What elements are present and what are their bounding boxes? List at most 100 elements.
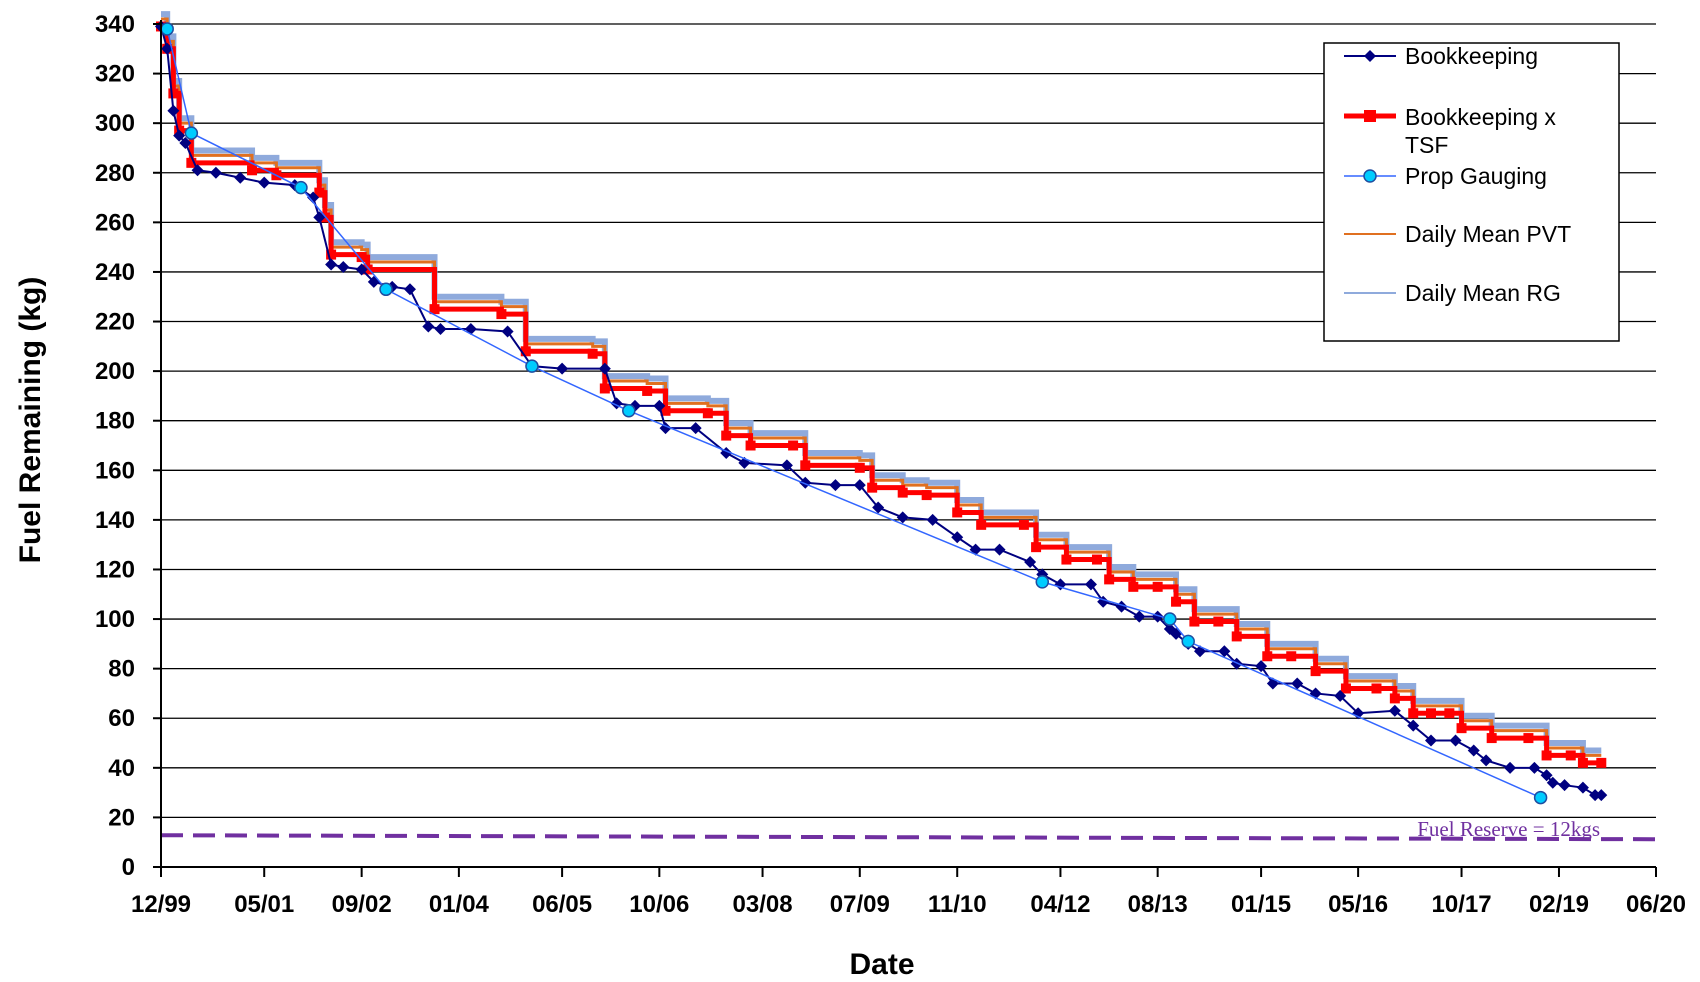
y-tick-label: 220 — [95, 309, 135, 336]
data-point-bookkeeping-tsf — [314, 187, 325, 198]
data-point-bookkeeping-tsf — [1286, 651, 1297, 662]
data-point-bookkeeping-tsf — [1128, 581, 1139, 592]
data-point-bookkeeping-tsf — [702, 408, 713, 419]
data-point-bookkeeping-tsf — [356, 252, 367, 263]
data-point-bookkeeping-tsf — [1031, 542, 1042, 553]
x-tick-label: 01/15 — [1231, 891, 1291, 918]
y-tick-label: 260 — [95, 209, 135, 236]
data-point-bookkeeping-tsf — [745, 440, 756, 451]
data-point-bookkeeping — [1504, 761, 1517, 774]
data-point-bookkeeping — [1540, 769, 1553, 782]
data-point-bookkeeping-tsf — [1231, 631, 1242, 642]
y-tick-label: 0 — [122, 854, 135, 881]
data-point-bookkeeping — [1218, 645, 1231, 658]
data-point-bookkeeping — [853, 479, 866, 492]
legend-label-bookkeeping-tsf-line2: TSF — [1405, 132, 1448, 158]
data-point-prop-gauging — [1181, 634, 1195, 649]
data-point-bookkeeping — [556, 362, 569, 375]
y-tick-label: 340 — [95, 11, 135, 38]
data-point-bookkeeping — [872, 501, 885, 514]
y-tick-label: 180 — [95, 408, 135, 435]
x-tick-label: 01/04 — [429, 891, 490, 918]
data-point-bookkeeping-tsf — [721, 430, 732, 441]
series-line-bookkeeping — [160, 26, 1602, 797]
legend-label-daily-mean-rg: Daily Mean RG — [1405, 280, 1561, 306]
legend-label-daily-mean-pvt: Daily Mean PVT — [1405, 221, 1571, 247]
data-point-bookkeeping-tsf — [1262, 651, 1273, 662]
data-point-prop-gauging — [160, 22, 174, 36]
data-point-bookkeeping — [1133, 610, 1146, 623]
y-tick-label: 20 — [108, 804, 135, 831]
data-point-bookkeeping — [1024, 556, 1037, 569]
series-line-prop-gauging — [166, 28, 1541, 799]
data-point-bookkeeping — [313, 211, 326, 224]
data-point-bookkeeping-tsf — [1171, 596, 1182, 607]
x-tick-label: 12/99 — [131, 891, 191, 918]
tick-labels: 0 20 40 60 80 100 120 140 160 180 200 220 240 260 280 3… — [95, 11, 1686, 918]
data-point-bookkeeping — [179, 137, 192, 150]
data-point-bookkeeping — [1528, 761, 1541, 774]
fuel-reserve-line — [160, 833, 1657, 842]
data-point-bookkeeping-tsf — [326, 249, 337, 260]
y-tick-label: 280 — [95, 160, 135, 187]
data-point-prop-gauging — [294, 180, 308, 195]
data-point-bookkeeping — [993, 543, 1006, 556]
data-point-bookkeeping — [1546, 776, 1559, 789]
y-tick-label: 320 — [95, 61, 135, 88]
data-point-bookkeeping-tsf — [1213, 616, 1224, 627]
y-tick-label: 300 — [95, 110, 135, 137]
y-tick-label: 240 — [95, 259, 135, 286]
data-point-bookkeeping-tsf — [1565, 750, 1576, 761]
x-tick-label: 03/08 — [733, 891, 793, 918]
data-point-prop-gauging — [622, 404, 636, 418]
x-tick-label: 02/19 — [1529, 891, 1589, 918]
data-point-bookkeeping-tsf — [1104, 574, 1115, 585]
data-point-bookkeeping — [1407, 719, 1420, 732]
data-point-bookkeeping — [1424, 734, 1437, 747]
data-point-bookkeeping — [258, 176, 271, 189]
data-point-bookkeeping — [209, 166, 222, 179]
data-point-prop-gauging — [525, 359, 539, 373]
data-point-bookkeeping-tsf — [1425, 708, 1436, 719]
data-point-bookkeeping — [307, 191, 320, 204]
data-point-bookkeeping-tsf — [976, 519, 987, 530]
data-point-bookkeeping-tsf — [1541, 750, 1552, 761]
data-point-bookkeeping — [191, 164, 204, 177]
data-point-bookkeeping-tsf — [1018, 519, 1029, 530]
legend-label-bookkeeping-tsf-line1: Bookkeeping x — [1405, 104, 1556, 130]
x-axis-title: Date — [849, 948, 914, 981]
data-point-bookkeeping-tsf — [1389, 693, 1400, 704]
y-tick-label: 200 — [95, 358, 135, 385]
x-tick-label: 10/06 — [629, 891, 689, 918]
data-point-bookkeeping-tsf — [1486, 733, 1497, 744]
data-point-bookkeeping — [501, 325, 514, 338]
data-point-bookkeeping-tsf — [660, 405, 671, 416]
data-point-bookkeeping-tsf — [867, 482, 878, 493]
legend-label-prop-gauging: Prop Gauging — [1405, 163, 1547, 189]
y-axis-title: Fuel Remaining (kg) — [14, 277, 47, 564]
data-point-bookkeeping-tsf — [496, 309, 507, 320]
y-tick-label: 80 — [108, 656, 135, 683]
data-point-bookkeeping — [1084, 578, 1097, 591]
y-tick-label: 60 — [108, 705, 135, 732]
data-point-bookkeeping-tsf — [1596, 757, 1607, 768]
x-tick-label: 06/05 — [532, 891, 592, 918]
data-point-prop-gauging — [379, 282, 393, 297]
data-point-bookkeeping — [337, 260, 350, 273]
data-point-bookkeeping — [1595, 789, 1608, 802]
data-point-bookkeeping — [1480, 754, 1493, 767]
data-point-bookkeeping-tsf — [1189, 616, 1200, 627]
x-tick-label: 09/02 — [332, 891, 392, 918]
x-tick-label: 05/01 — [234, 891, 294, 918]
data-point-bookkeeping — [896, 511, 909, 524]
data-point-bookkeeping — [161, 42, 174, 55]
data-point-prop-gauging — [1533, 790, 1548, 805]
x-tick-label: 05/16 — [1328, 891, 1388, 918]
data-point-bookkeeping-tsf — [642, 385, 653, 396]
data-point-bookkeeping — [434, 322, 447, 335]
data-point-bookkeeping — [1576, 781, 1589, 794]
series-line-daily-mean-rg — [161, 11, 1602, 754]
legend-box — [1323, 42, 1620, 342]
data-point-bookkeeping-tsf — [186, 157, 197, 168]
